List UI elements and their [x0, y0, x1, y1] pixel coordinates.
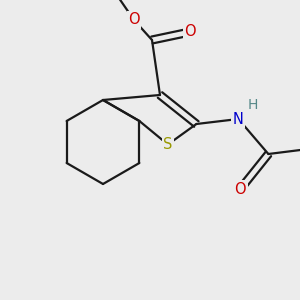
Text: N: N: [233, 112, 244, 127]
Text: O: O: [184, 25, 196, 40]
Text: S: S: [163, 137, 172, 152]
Text: O: O: [128, 13, 140, 28]
Text: H: H: [247, 98, 258, 112]
Text: O: O: [235, 182, 246, 196]
